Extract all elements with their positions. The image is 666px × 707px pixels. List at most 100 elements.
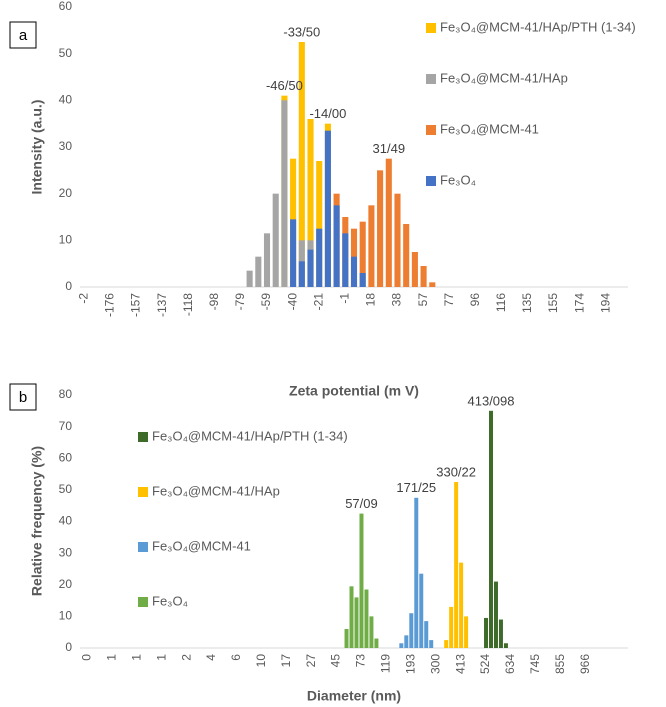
bar bbox=[429, 640, 434, 648]
annotation: -33/50 bbox=[283, 24, 320, 39]
legend-label: Fe₃O₄@MCM-41/HAp bbox=[440, 70, 568, 85]
legend-swatch bbox=[426, 23, 436, 33]
bar bbox=[368, 205, 375, 287]
bar bbox=[411, 252, 418, 287]
bar bbox=[272, 193, 279, 287]
x-tick-label: 634 bbox=[503, 654, 517, 674]
x-tick-label: 524 bbox=[478, 654, 492, 674]
x-tick-label: 855 bbox=[553, 654, 567, 674]
bar bbox=[409, 613, 414, 648]
legend-swatch bbox=[426, 74, 436, 84]
panel-label: b bbox=[19, 389, 27, 406]
bar bbox=[349, 586, 354, 648]
bar bbox=[489, 410, 493, 648]
bar bbox=[298, 42, 305, 287]
y-tick-label: 70 bbox=[59, 419, 73, 433]
bar bbox=[444, 640, 449, 648]
bar bbox=[377, 170, 384, 287]
bar bbox=[419, 573, 424, 648]
bar bbox=[354, 597, 359, 648]
y-tick-label: 10 bbox=[59, 233, 73, 247]
y-tick-label: 50 bbox=[59, 46, 73, 60]
x-tick-label: 119 bbox=[379, 654, 393, 673]
bar bbox=[424, 621, 429, 648]
bar bbox=[359, 273, 366, 287]
legend-swatch bbox=[138, 487, 148, 497]
y-tick-label: 80 bbox=[59, 387, 73, 401]
x-tick-label: 27 bbox=[304, 654, 318, 668]
x-tick-label: -2 bbox=[77, 293, 91, 304]
y-tick-label: 20 bbox=[59, 577, 73, 591]
x-tick-label: 6 bbox=[229, 654, 243, 661]
x-tick-label: 966 bbox=[578, 654, 592, 674]
x-tick-label: 73 bbox=[354, 654, 368, 668]
x-tick-label: 2 bbox=[179, 654, 193, 661]
panel-label-box bbox=[9, 21, 37, 49]
bar bbox=[385, 158, 392, 287]
x-tick-label: -137 bbox=[155, 293, 169, 317]
bar bbox=[359, 513, 364, 648]
x-tick-label: 174 bbox=[572, 293, 586, 313]
x-tick-label: -21 bbox=[311, 293, 325, 311]
bar bbox=[263, 233, 271, 287]
y-tick-label: 30 bbox=[59, 545, 73, 559]
bar bbox=[484, 617, 489, 648]
x-tick-label: 116 bbox=[494, 293, 508, 312]
legend-swatch bbox=[138, 542, 148, 552]
legend-swatch bbox=[426, 176, 436, 186]
x-tick-label: -59 bbox=[259, 293, 273, 311]
x-tick-label: 194 bbox=[598, 293, 612, 313]
annotation: 31/49 bbox=[373, 141, 406, 156]
bar bbox=[493, 581, 498, 648]
bar bbox=[246, 270, 253, 287]
legend-label: Fe₃O₄@MCM-41/HAp/PTH (1-34) bbox=[152, 428, 348, 443]
bar bbox=[464, 616, 469, 648]
bar bbox=[498, 619, 503, 648]
panel-label-box bbox=[9, 383, 37, 411]
legend-swatch bbox=[138, 597, 148, 607]
x-tick-label: 10 bbox=[254, 654, 268, 668]
x-tick-label: 96 bbox=[468, 293, 482, 307]
annotation: 57/09 bbox=[345, 496, 378, 511]
bar bbox=[503, 643, 508, 648]
x-tick-label: 135 bbox=[520, 293, 534, 313]
x-tick-label: 300 bbox=[428, 654, 442, 674]
bar bbox=[307, 119, 314, 287]
x-tick-label: -40 bbox=[285, 293, 299, 311]
x-tick-label: 38 bbox=[390, 293, 404, 307]
x-tick-label: 155 bbox=[546, 293, 560, 313]
y-tick-label: 30 bbox=[59, 139, 73, 153]
x-tick-label: 413 bbox=[453, 654, 467, 674]
x-axis-title: Zeta potential (m V) bbox=[289, 383, 419, 399]
y-axis-title: Relative frequency (%) bbox=[29, 446, 45, 596]
bar bbox=[281, 100, 288, 287]
bar bbox=[316, 161, 323, 287]
x-tick-label: 1 bbox=[105, 654, 119, 661]
x-tick-label: 77 bbox=[442, 293, 456, 307]
x-tick-label: 1 bbox=[154, 654, 168, 661]
x-tick-label: -79 bbox=[233, 293, 247, 311]
bar bbox=[359, 221, 366, 287]
x-tick-label: 57 bbox=[416, 293, 430, 307]
y-tick-label: 0 bbox=[65, 279, 72, 293]
bar bbox=[298, 261, 305, 287]
bar bbox=[429, 282, 436, 287]
bar bbox=[454, 481, 459, 648]
bar bbox=[316, 228, 323, 287]
bar bbox=[342, 233, 349, 287]
bar bbox=[404, 635, 409, 648]
legend-label: Fe₃O₄@MCM-41/HAp/PTH (1-34) bbox=[440, 19, 636, 34]
bar bbox=[307, 249, 314, 287]
y-tick-label: 20 bbox=[59, 186, 73, 200]
bar bbox=[350, 256, 358, 287]
x-tick-label: -98 bbox=[207, 293, 221, 311]
bar bbox=[459, 562, 464, 648]
bar bbox=[324, 130, 331, 287]
legend-label: Fe₃O₄ bbox=[152, 593, 188, 608]
y-tick-label: 0 bbox=[65, 640, 72, 654]
bar bbox=[403, 224, 410, 287]
x-tick-label: 17 bbox=[279, 654, 293, 668]
x-tick-label: 1 bbox=[129, 654, 143, 661]
y-axis-title: Intensity (a.u.) bbox=[29, 100, 45, 195]
